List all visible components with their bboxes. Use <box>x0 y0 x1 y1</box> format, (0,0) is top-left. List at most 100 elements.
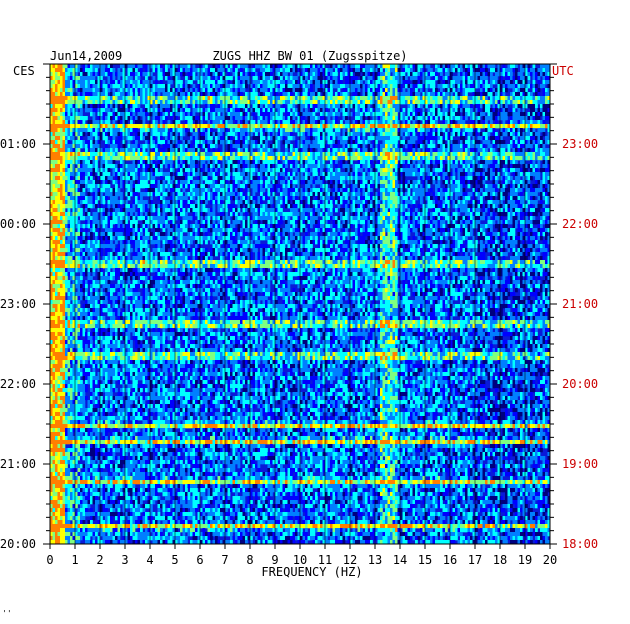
heatmap-cell <box>113 116 116 120</box>
heatmap-cell <box>240 104 243 108</box>
heatmap-cell <box>413 108 416 112</box>
heatmap-cell <box>390 100 393 104</box>
heatmap-cell <box>390 152 393 156</box>
heatmap-cell <box>260 152 263 156</box>
heatmap-cell <box>160 140 163 144</box>
heatmap-cell <box>168 132 171 136</box>
heatmap-cell <box>293 64 296 68</box>
heatmap-cell <box>218 108 221 112</box>
heatmap-cell <box>253 68 256 72</box>
heatmap-cell <box>395 92 398 96</box>
heatmap-cell <box>128 116 131 120</box>
heatmap-cell <box>388 120 391 124</box>
heatmap-cell <box>338 92 341 96</box>
heatmap-cell <box>285 72 288 76</box>
heatmap-cell <box>330 84 333 88</box>
heatmap-cell <box>258 164 261 168</box>
heatmap-cell <box>370 72 373 76</box>
heatmap-cell <box>280 112 283 116</box>
heatmap-cell <box>308 140 311 144</box>
heatmap-cell <box>508 128 511 132</box>
heatmap-cell <box>335 92 338 96</box>
heatmap-cell <box>135 176 138 180</box>
heatmap-cell <box>358 152 361 156</box>
heatmap-cell <box>395 72 398 76</box>
heatmap-cell <box>245 144 248 148</box>
heatmap-cell <box>403 112 406 116</box>
heatmap-cell <box>320 64 323 68</box>
heatmap-cell <box>518 144 521 148</box>
heatmap-cell <box>545 164 548 168</box>
heatmap-cell <box>410 132 413 136</box>
heatmap-cell <box>370 172 373 176</box>
heatmap-cell <box>118 116 121 120</box>
heatmap-cell <box>413 132 416 136</box>
heatmap-cell <box>258 64 261 68</box>
heatmap-cell <box>458 100 461 104</box>
heatmap-cell <box>478 100 481 104</box>
heatmap-cell <box>63 144 66 148</box>
heatmap-cell <box>265 144 268 148</box>
heatmap-cell <box>95 176 98 180</box>
heatmap-cell <box>80 100 83 104</box>
heatmap-cell <box>458 76 461 80</box>
heatmap-cell <box>430 108 433 112</box>
heatmap-cell <box>90 176 93 180</box>
heatmap-cell <box>205 72 208 76</box>
heatmap-cell <box>468 80 471 84</box>
heatmap-cell <box>293 136 296 140</box>
heatmap-cell <box>288 140 291 144</box>
heatmap-cell <box>115 168 118 172</box>
heatmap-cell <box>390 156 393 160</box>
heatmap-cell <box>513 88 516 92</box>
heatmap-cell <box>390 108 393 112</box>
heatmap-cell <box>465 140 468 144</box>
heatmap-cell <box>515 128 518 132</box>
heatmap-cell <box>263 172 266 176</box>
heatmap-cell <box>485 80 488 84</box>
heatmap-cell <box>543 100 546 104</box>
heatmap-cell <box>160 132 163 136</box>
heatmap-cell <box>278 104 281 108</box>
heatmap-cell <box>520 136 523 140</box>
heatmap-cell <box>88 80 91 84</box>
heatmap-cell <box>468 136 471 140</box>
heatmap-cell <box>315 64 318 68</box>
heatmap-cell <box>205 168 208 172</box>
heatmap-cell <box>538 148 541 152</box>
heatmap-cell <box>435 128 438 132</box>
heatmap-cell <box>533 72 536 76</box>
heatmap-cell <box>495 116 498 120</box>
heatmap-cell <box>238 136 241 140</box>
heatmap-cell <box>83 88 86 92</box>
heatmap-cell <box>303 72 306 76</box>
heatmap-cell <box>215 80 218 84</box>
heatmap-cell <box>180 112 183 116</box>
heatmap-cell <box>185 112 188 116</box>
heatmap-cell <box>105 120 108 124</box>
heatmap-cell <box>453 112 456 116</box>
heatmap-cell <box>363 172 366 176</box>
heatmap-cell <box>165 108 168 112</box>
heatmap-cell <box>158 64 161 68</box>
heatmap-cell <box>65 160 68 164</box>
heatmap-cell <box>355 120 358 124</box>
heatmap-cell <box>68 64 71 68</box>
heatmap-cell <box>218 152 221 156</box>
heatmap-cell <box>155 132 158 136</box>
heatmap-cell <box>420 72 423 76</box>
heatmap-cell <box>165 76 168 80</box>
heatmap-cell <box>408 64 411 68</box>
heatmap-cell <box>155 84 158 88</box>
heatmap-cell <box>188 152 191 156</box>
heatmap-cell <box>378 152 381 156</box>
heatmap-cell <box>483 152 486 156</box>
heatmap-cell <box>240 88 243 92</box>
heatmap-cell <box>390 144 393 148</box>
heatmap-cell <box>440 172 443 176</box>
heatmap-cell <box>245 64 248 68</box>
heatmap-cell <box>238 84 241 88</box>
heatmap-cell <box>365 92 368 96</box>
heatmap-cell <box>88 88 91 92</box>
heatmap-cell <box>433 88 436 92</box>
